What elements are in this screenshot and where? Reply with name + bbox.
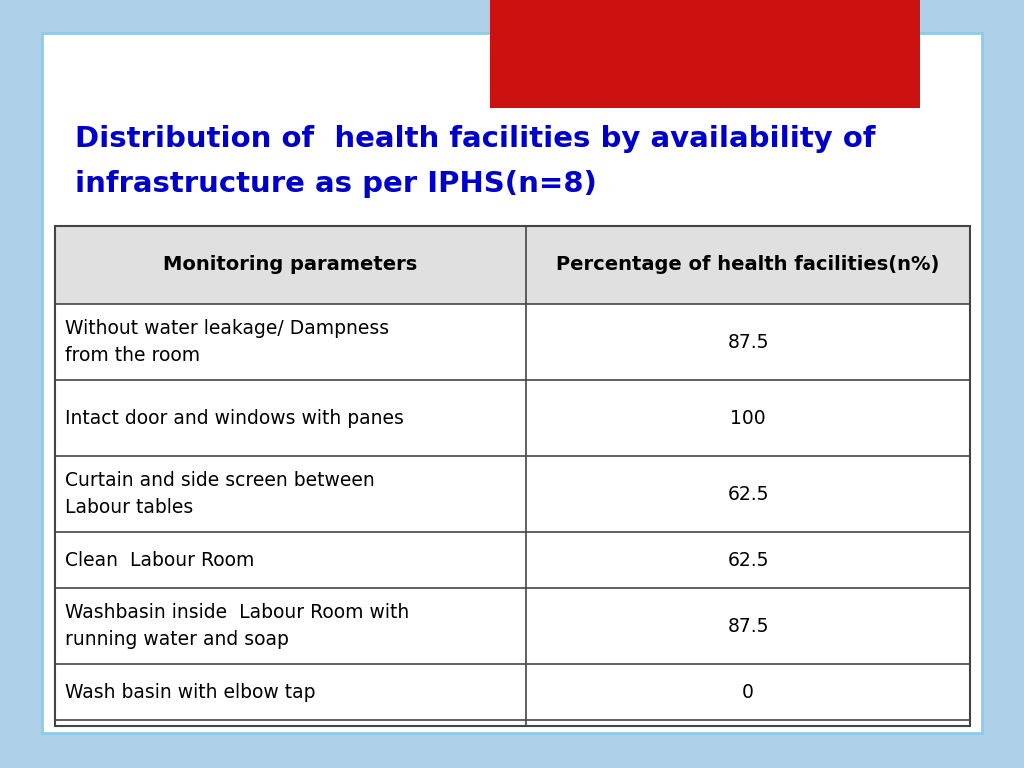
- Bar: [55, 226, 970, 304]
- Text: infrastructure as per IPHS(n=8): infrastructure as per IPHS(n=8): [75, 170, 597, 198]
- Bar: [55, 226, 970, 726]
- Text: 100: 100: [730, 409, 766, 428]
- Text: Curtain and side screen between
Labour tables: Curtain and side screen between Labour t…: [65, 472, 375, 517]
- Text: Washbasin inside  Labour Room with
running water and soap: Washbasin inside Labour Room with runnin…: [65, 603, 410, 649]
- Text: Monitoring parameters: Monitoring parameters: [164, 256, 418, 274]
- Text: Distribution of  health facilities by availability of: Distribution of health facilities by ava…: [75, 125, 876, 153]
- Text: Wash basin with elbow tap: Wash basin with elbow tap: [65, 683, 315, 701]
- Text: Percentage of health facilities(n%): Percentage of health facilities(n%): [556, 256, 940, 274]
- Text: 62.5: 62.5: [727, 551, 769, 570]
- Bar: [490, 0, 920, 108]
- Text: 0: 0: [742, 683, 754, 701]
- Text: Without water leakage/ Dampness
from the room: Without water leakage/ Dampness from the…: [65, 319, 389, 365]
- Text: 87.5: 87.5: [727, 333, 769, 352]
- Text: 62.5: 62.5: [727, 485, 769, 504]
- Text: 87.5: 87.5: [727, 617, 769, 635]
- Text: Intact door and windows with panes: Intact door and windows with panes: [65, 409, 403, 428]
- Text: Clean  Labour Room: Clean Labour Room: [65, 551, 254, 570]
